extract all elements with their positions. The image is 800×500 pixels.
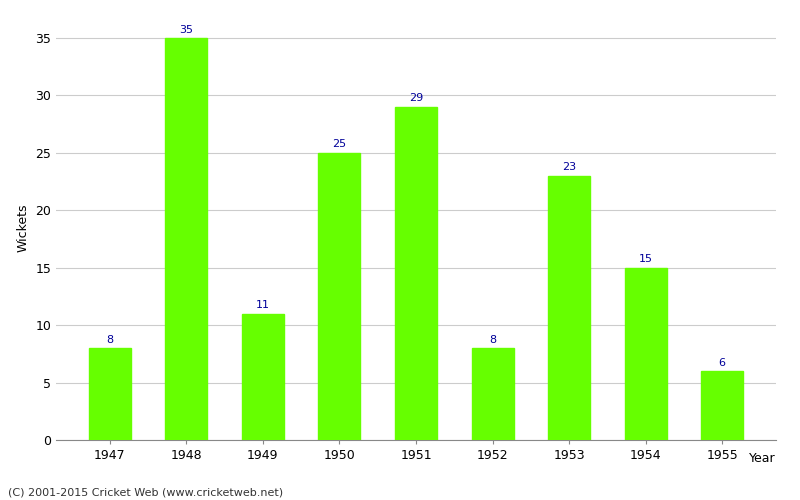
Text: 35: 35 xyxy=(179,24,194,34)
Text: 23: 23 xyxy=(562,162,576,172)
Bar xyxy=(395,107,437,440)
Text: 15: 15 xyxy=(638,254,653,264)
Text: 29: 29 xyxy=(409,94,423,104)
Bar xyxy=(625,268,666,440)
Bar xyxy=(242,314,284,440)
Text: 8: 8 xyxy=(106,334,114,344)
Text: 25: 25 xyxy=(332,140,346,149)
Bar xyxy=(166,38,207,440)
Text: 11: 11 xyxy=(256,300,270,310)
Text: 8: 8 xyxy=(489,334,496,344)
Text: (C) 2001-2015 Cricket Web (www.cricketweb.net): (C) 2001-2015 Cricket Web (www.cricketwe… xyxy=(8,488,283,498)
Bar xyxy=(89,348,131,440)
Bar xyxy=(471,348,514,440)
Bar xyxy=(548,176,590,440)
Text: 6: 6 xyxy=(718,358,726,368)
Text: Year: Year xyxy=(750,452,776,465)
Y-axis label: Wickets: Wickets xyxy=(17,203,30,252)
Bar xyxy=(318,153,361,440)
Bar xyxy=(701,371,743,440)
